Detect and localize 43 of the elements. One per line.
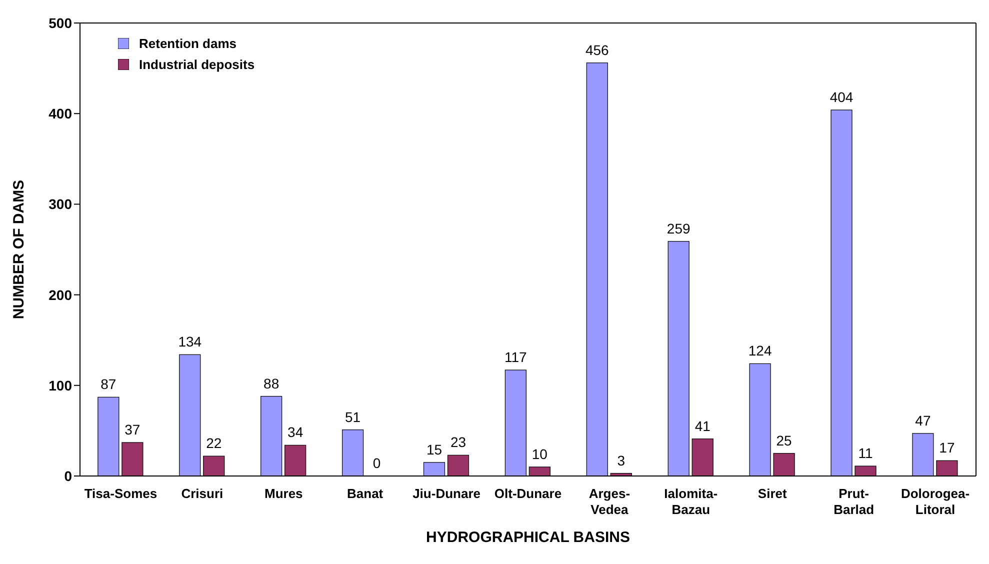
y-tick-label: 300: [48, 196, 72, 212]
data-label: 3: [617, 452, 626, 468]
data-label: 37: [124, 421, 140, 438]
data-label: 456: [585, 42, 610, 58]
x-tick-label: Olt-Dunare: [494, 486, 562, 501]
data-label: 41: [694, 418, 711, 434]
x-tick-label: Arges- Vedea: [588, 486, 630, 517]
x-tick-label: Jiu-Dunare: [412, 486, 480, 501]
y-tick-label: 400: [48, 106, 72, 122]
x-tick-label: Crisuri: [181, 486, 224, 501]
data-label: 0: [372, 455, 381, 471]
data-label: 259: [666, 220, 690, 236]
data-label: 23: [450, 434, 466, 450]
x-tick-label: Mures: [264, 486, 303, 501]
data-label: 34: [288, 424, 304, 440]
data-label: 404: [830, 88, 854, 105]
x-tick-label: Prut- Barlad: [834, 486, 874, 517]
y-tick-label: 100: [48, 377, 72, 394]
legend-label: Retention dams: [139, 36, 237, 51]
x-tick-label: Banat: [347, 486, 384, 501]
data-label: 88: [264, 375, 280, 392]
data-label: 25: [776, 432, 792, 448]
data-label: 15: [426, 441, 442, 458]
y-tick-label: 500: [48, 14, 72, 31]
data-label: 11: [858, 445, 873, 462]
x-tick-label: Siret: [758, 486, 788, 501]
data-label: 17: [939, 440, 955, 456]
data-label: 51: [344, 408, 361, 425]
data-label: 124: [748, 342, 772, 359]
y-tick-label: 200: [48, 286, 72, 303]
data-label: 134: [178, 334, 202, 350]
y-axis-title: NUMBER OF DAMS: [10, 180, 28, 320]
x-axis-title: HYDROGRAPHICAL BASINS: [426, 529, 630, 546]
x-tick-label: Ialomita- Bazau: [664, 486, 718, 517]
data-label: 22: [206, 435, 222, 452]
y-tick-label: 0: [64, 468, 72, 484]
data-label: 87: [100, 376, 116, 392]
data-label: 47: [915, 412, 931, 428]
data-label: 117: [504, 349, 528, 365]
legend-label: Industrial deposits: [139, 57, 255, 72]
data-label: 10: [532, 446, 548, 462]
x-tick-label: Tisa-Somes: [84, 486, 158, 501]
x-tick-label: Dolorogea- Litoral: [900, 486, 970, 517]
